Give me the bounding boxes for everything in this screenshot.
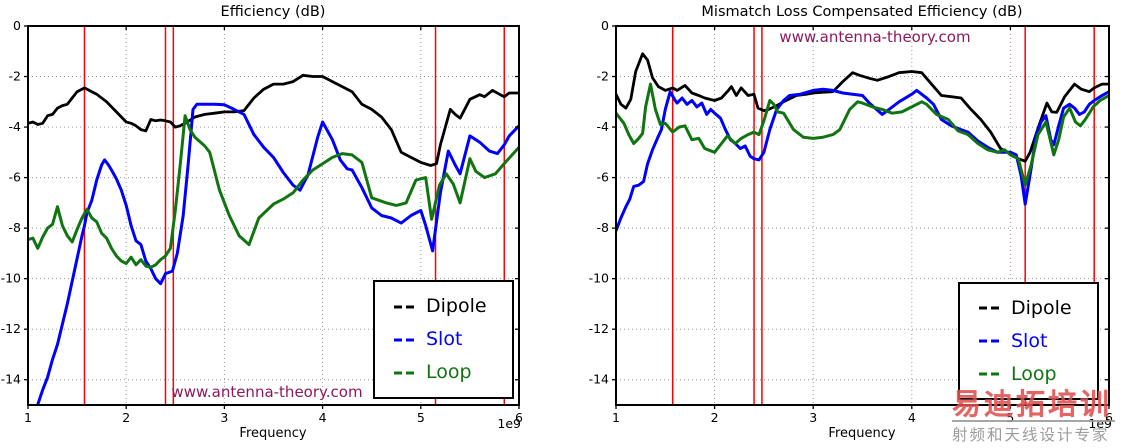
legend-label: Dipole <box>1011 296 1072 319</box>
y-tick-label: -6 <box>9 170 22 185</box>
y-tick-label: 0 <box>601 18 609 33</box>
series-line-loop <box>28 114 519 269</box>
x-tick-label: 4 <box>319 410 327 425</box>
legend-entry-slot: Slot <box>393 326 512 353</box>
legend-entry-dipole: Dipole <box>978 295 1097 322</box>
y-tick-label: -8 <box>9 220 22 235</box>
legend-entry-loop: Loop <box>393 359 512 386</box>
y-tick-label: -12 <box>589 321 609 336</box>
watermark-training-logo: 易迪拓培训 射频和天线设计专家 <box>952 390 1124 445</box>
y-tick-label: -10 <box>1 271 21 286</box>
y-tick-label: -2 <box>597 69 609 84</box>
y-tick-label: 0 <box>13 18 21 33</box>
series-line-dipole <box>28 73 519 167</box>
y-tick-label: -4 <box>597 119 610 134</box>
series-line-slot <box>36 102 519 405</box>
watermark-cn-title: 易迪拓培训 <box>952 387 1113 421</box>
watermark-antenna-theory-left: www.antenna-theory.com <box>171 383 363 401</box>
y-tick-label: -12 <box>1 321 21 336</box>
watermark-rule <box>952 420 1115 422</box>
x-tick-label: 1 <box>612 410 620 425</box>
legend-label: Loop <box>1011 362 1057 385</box>
x-offset-label-left: 1e9 <box>497 416 521 431</box>
chart-title-mismatch: Mismatch Loss Compensated Efficiency (dB… <box>701 4 1023 20</box>
y-tick-label: -6 <box>597 170 610 185</box>
x-axis-label-right: Frequency <box>828 426 896 441</box>
x-tick-label: 5 <box>417 410 425 425</box>
legend-label: Dipole <box>426 295 487 317</box>
slot-dash-icon <box>979 339 1001 343</box>
x-tick-label: 3 <box>220 410 228 425</box>
series-line-dipole <box>616 52 1109 163</box>
x-tick-label: 6 <box>515 410 523 425</box>
series-line-slot <box>616 87 1109 233</box>
legend-entry-slot: Slot <box>978 328 1097 355</box>
dipole-dash-icon <box>979 306 1001 310</box>
y-tick-label: -14 <box>1 372 21 387</box>
plot-area: 1 2 3 4 5 6 0 -2 -4 -6 -8 -10 -12 -14 <box>589 18 1113 425</box>
y-tick-label: -14 <box>589 372 609 387</box>
x-tick-label: 3 <box>809 410 817 425</box>
legend-left: Dipole Slot Loop <box>373 280 514 399</box>
x-tick-label: 4 <box>908 410 916 425</box>
legend-label: Slot <box>426 328 463 350</box>
legend-entry-dipole: Dipole <box>393 293 512 320</box>
legend-entry-loop: Loop <box>978 361 1097 388</box>
x-tick-label: 6 <box>1105 410 1113 425</box>
series-line-loop <box>616 82 1109 187</box>
watermark-cn-subtitle: 射频和天线设计专家 <box>952 426 1110 444</box>
x-offset-label-right: 1e9 <box>1088 416 1112 431</box>
loop-dash-icon <box>394 371 416 374</box>
watermark-antenna-theory-right: www.antenna-theory.com <box>779 28 971 46</box>
x-tick-label: 2 <box>711 410 719 425</box>
x-tick-label: 5 <box>1006 410 1014 425</box>
legend-label: Slot <box>1011 329 1048 352</box>
plot-area: 1 2 3 4 5 6 0 -2 -4 -6 -8 -10 -12 -14 <box>1 18 523 425</box>
slot-dash-icon <box>394 338 416 341</box>
y-tick-label: -10 <box>589 271 609 286</box>
legend-label: Loop <box>426 361 472 383</box>
x-tick-label: 2 <box>122 410 130 425</box>
y-tick-label: -2 <box>9 69 21 84</box>
x-tick-label: 1 <box>24 410 32 425</box>
y-tick-label: -4 <box>9 119 22 134</box>
loop-dash-icon <box>979 372 1001 376</box>
x-axis-label-left: Frequency <box>239 426 307 441</box>
chart-title-efficiency: Efficiency (dB) <box>220 4 326 20</box>
y-tick-label: -8 <box>597 220 610 235</box>
legend-right: Dipole Slot Loop <box>958 282 1099 400</box>
dipole-dash-icon <box>394 305 416 308</box>
